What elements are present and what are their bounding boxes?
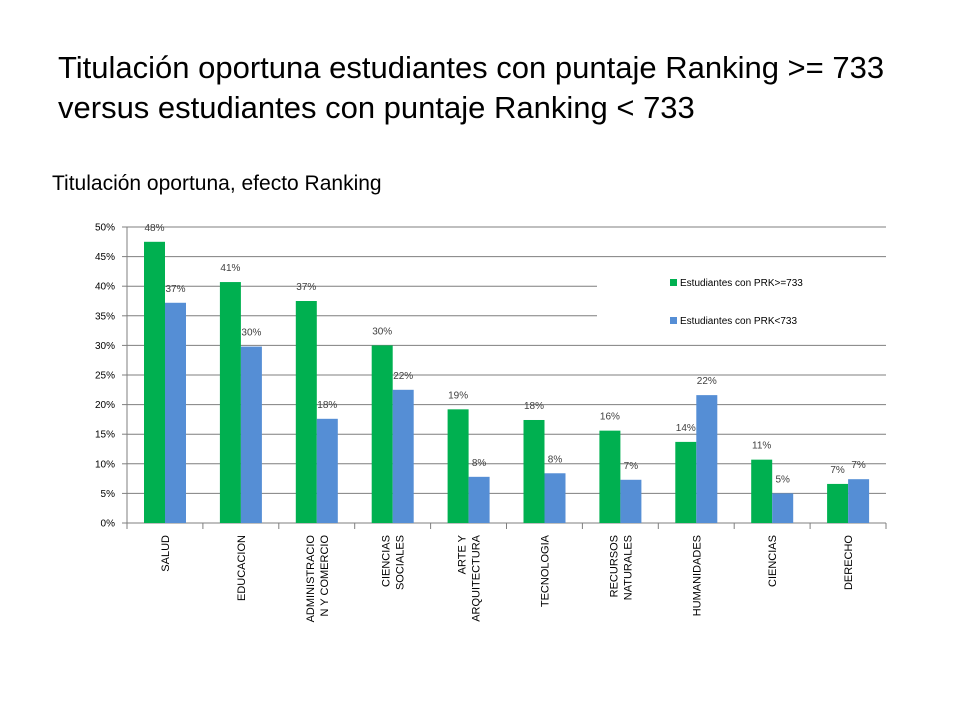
bar-series1-8	[751, 459, 773, 523]
bar-series1-6	[599, 430, 621, 523]
y-tick-label: 0%	[101, 519, 116, 530]
data-label-series2: 18%	[317, 400, 337, 411]
bar-series2-0	[165, 302, 186, 523]
bar-series2-5	[544, 473, 566, 523]
bar-series2-2	[316, 418, 338, 523]
bar-series2-9	[848, 479, 870, 523]
y-tick-label: 5%	[101, 489, 116, 500]
data-label-series2: 5%	[775, 474, 790, 485]
bar-series2-8	[772, 493, 794, 523]
chart-subtitle: Titulación oportuna, efecto Ranking	[52, 172, 382, 195]
x-category-label: NATURALES	[622, 535, 634, 600]
legend: Estudiantes con PRK>=733 Estudiantes con …	[597, 264, 889, 339]
bar-series1-7	[675, 441, 697, 523]
legend-entry: Estudiantes con PRK<733	[680, 316, 797, 327]
data-label-series2: 22%	[697, 376, 717, 387]
x-category-label: HUMANIDADES	[691, 535, 703, 616]
data-label-series2: 22%	[393, 371, 413, 382]
x-category-label: N Y COMERCIO	[319, 535, 331, 617]
bar-series1-3	[371, 345, 393, 523]
legend-swatch	[670, 279, 677, 286]
y-tick-label: 10%	[95, 459, 115, 470]
bar-series2-6	[620, 479, 642, 523]
data-label-series1: 7%	[830, 465, 845, 476]
x-category-label: CIENCIAS	[767, 535, 779, 587]
y-tick-label: 50%	[95, 223, 115, 234]
x-category-label: DERECHO	[843, 535, 855, 590]
legend-swatch	[670, 317, 677, 324]
bar-series1-9	[827, 483, 849, 523]
y-tick-label: 30%	[95, 341, 115, 352]
bar-series1-4	[447, 409, 469, 523]
x-category-label: ADMINISTRACIO	[305, 535, 317, 623]
data-label-series2: 7%	[624, 461, 639, 472]
data-label-series2: 8%	[472, 458, 487, 469]
x-category-label: ARTE Y	[457, 534, 469, 574]
x-category-label: RECURSOS	[608, 535, 620, 597]
bar-series1-0	[144, 241, 165, 524]
bar-series1-2	[295, 301, 317, 523]
x-category-label: SOCIALES	[395, 535, 407, 590]
y-tick-label: 45%	[95, 252, 115, 263]
data-label-series1: 14%	[676, 423, 696, 434]
bar-series1-5	[523, 419, 545, 523]
x-category-label: EDUCACION	[236, 535, 248, 601]
data-label-series2: 8%	[548, 454, 563, 465]
data-label-series1: 19%	[448, 390, 468, 401]
y-tick-label: 40%	[95, 282, 115, 293]
data-label-series1: 30%	[372, 326, 392, 337]
data-label-series2: 37%	[165, 284, 185, 295]
y-tick-label: 15%	[95, 430, 115, 441]
data-label-series1: 11%	[752, 441, 771, 452]
x-category-label: SALUD	[160, 535, 172, 572]
bar-series2-4	[468, 476, 490, 523]
bar-series2-7	[696, 395, 718, 523]
x-category-label: CIENCIAS	[381, 535, 393, 587]
legend-background	[597, 264, 889, 339]
bar-series2-3	[392, 389, 414, 523]
data-label-series1: 37%	[296, 282, 316, 293]
y-tick-label: 25%	[95, 371, 115, 382]
data-label-series2: 30%	[241, 328, 261, 339]
data-label-series2: 7%	[851, 460, 866, 471]
y-tick-label: 20%	[95, 400, 115, 411]
legend-entry: Estudiantes con PRK>=733	[680, 278, 803, 289]
page-title: Titulación oportuna estudiantes con punt…	[58, 50, 885, 125]
x-category-label: TECNOLOGIA	[539, 534, 551, 607]
data-label-series1: 16%	[600, 412, 620, 423]
bar-series1-1	[219, 282, 241, 523]
y-tick-label: 35%	[95, 311, 115, 322]
bar-series2-1	[240, 346, 262, 523]
x-category-label: ARQUITECTURA	[471, 534, 483, 621]
data-label-series1: 41%	[220, 263, 240, 274]
data-label-series1: 48%	[144, 223, 164, 234]
data-label-series1: 18%	[524, 401, 544, 412]
